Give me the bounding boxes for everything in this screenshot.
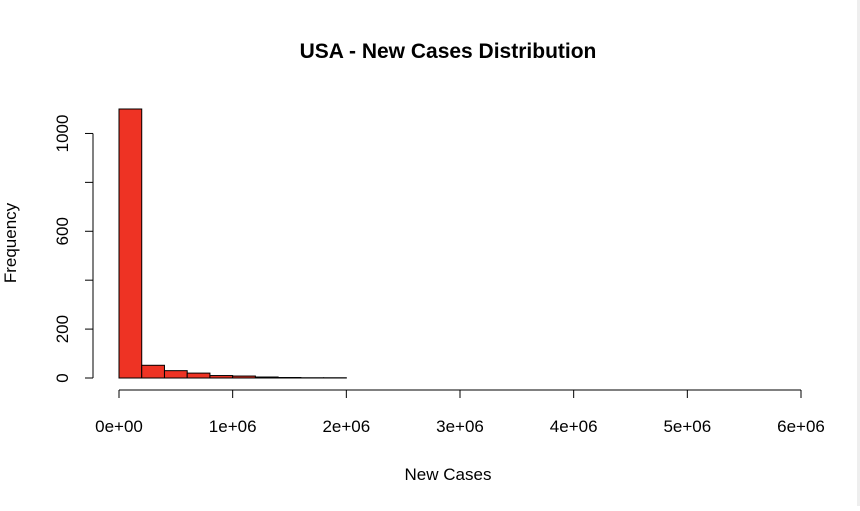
x-tick-label: 2e+06 [322,417,370,436]
histogram-bar [233,376,256,378]
x-tick-label: 4e+06 [550,417,598,436]
x-tick-label: 0e+00 [95,417,143,436]
x-tick-label: 1e+06 [209,417,257,436]
x-tick-label: 3e+06 [436,417,484,436]
y-tick-label: 1000 [53,115,72,153]
histogram-bar [119,109,142,378]
y-tick-label: 200 [53,315,72,343]
x-tick-label: 6e+06 [777,417,825,436]
histogram-bar [187,373,210,378]
x-axis: 0e+00 1e+06 2e+06 3e+06 4e+06 5e+06 6e+06 [95,390,825,436]
y-axis: 0 200 600 1000 [53,115,93,383]
y-tick-label: 600 [53,217,72,245]
histogram-bar [164,371,187,378]
x-tick-label: 5e+06 [663,417,711,436]
y-tick-label: 0 [53,373,72,382]
y-axis-label: Frequency [1,202,20,283]
bars-layer [119,109,346,378]
histogram-bar [255,377,278,378]
histogram-bar [210,376,233,378]
chart-title: USA - New Cases Distribution [300,40,597,63]
x-axis-label: New Cases [405,465,492,484]
histogram-bar [142,365,165,378]
